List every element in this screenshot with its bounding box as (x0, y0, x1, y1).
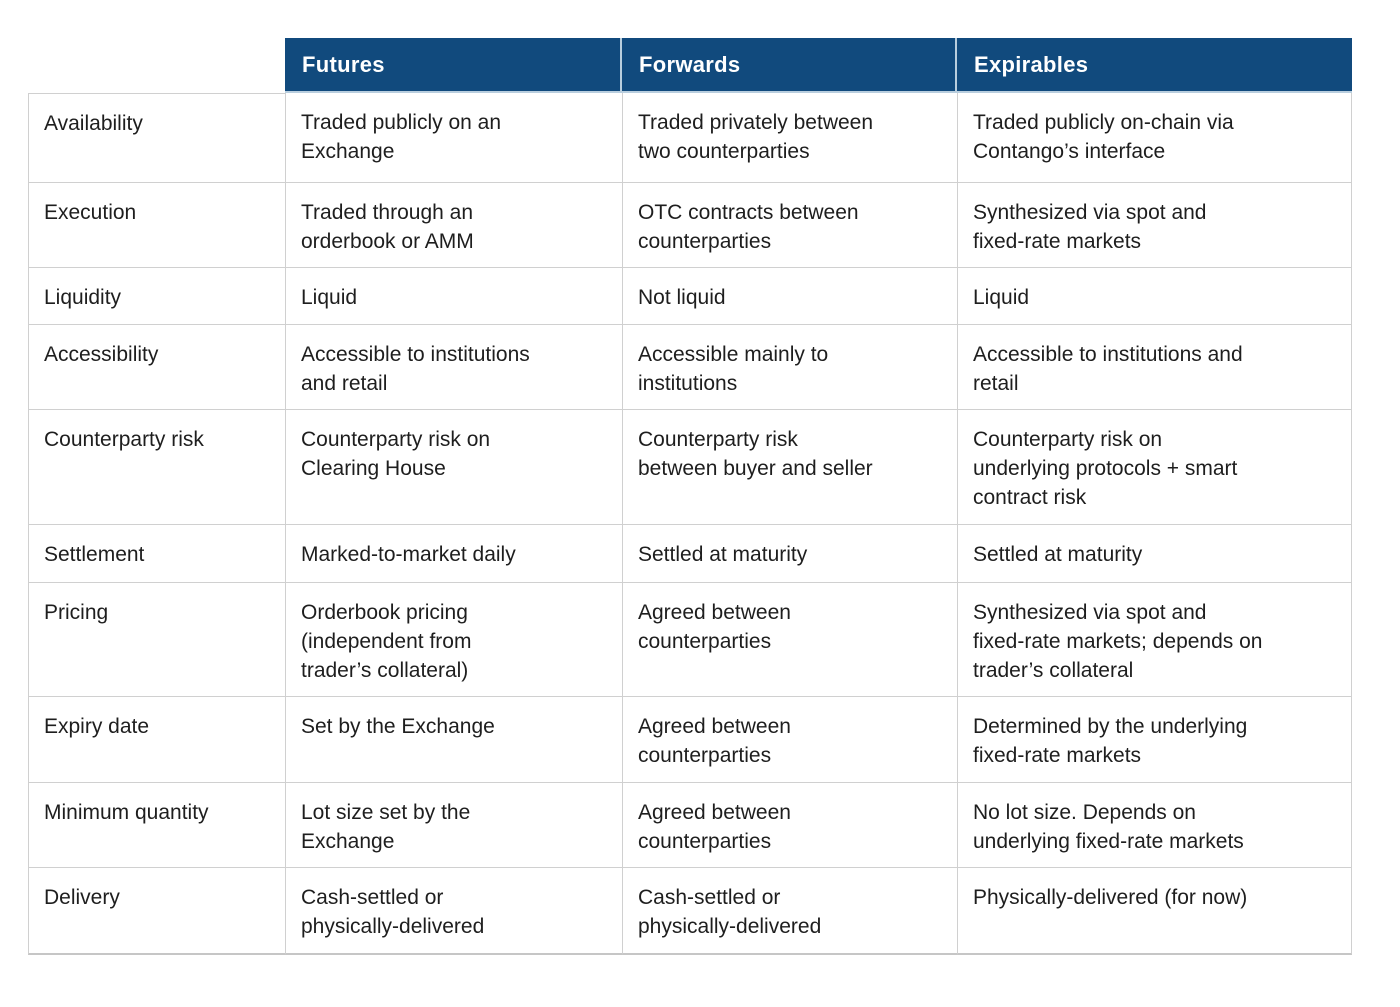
expirables-cell: Liquid (957, 268, 1352, 325)
futures-cell: Lot size set by the Exchange (285, 783, 622, 868)
forwards-cell: Traded privately between two counterpart… (622, 93, 957, 183)
futures-cell: Traded publicly on an Exchange (285, 93, 622, 183)
expirables-cell: Counterparty risk on underlying protocol… (957, 410, 1352, 525)
forwards-cell: Settled at maturity (622, 525, 957, 583)
futures-cell: Counterparty risk on Clearing House (285, 410, 622, 525)
row-label: Expiry date (28, 697, 285, 783)
forwards-cell: Agreed between counterparties (622, 783, 957, 868)
column-header-expirables: Expirables (957, 38, 1352, 93)
empty-header-cell (28, 38, 285, 93)
forwards-cell: Agreed between counterparties (622, 583, 957, 697)
column-header-futures: Futures (285, 38, 622, 93)
expirables-cell: Settled at maturity (957, 525, 1352, 583)
futures-cell: Marked-to-market daily (285, 525, 622, 583)
futures-cell: Cash-settled or physically-delivered (285, 868, 622, 955)
expirables-cell: Traded publicly on-chain via Contango’s … (957, 93, 1352, 183)
expirables-cell: Synthesized via spot and fixed-rate mark… (957, 583, 1352, 697)
forwards-cell: Not liquid (622, 268, 957, 325)
forwards-cell: Cash-settled or physically-delivered (622, 868, 957, 955)
row-label: Settlement (28, 525, 285, 583)
row-label: Counterparty risk (28, 410, 285, 525)
expirables-cell: No lot size. Depends on underlying fixed… (957, 783, 1352, 868)
expirables-cell: Synthesized via spot and fixed-rate mark… (957, 183, 1352, 268)
row-label: Minimum quantity (28, 783, 285, 868)
row-label: Availability (28, 93, 285, 183)
expirables-cell: Physically-delivered (for now) (957, 868, 1352, 955)
futures-cell: Accessible to institutions and retail (285, 325, 622, 410)
derivatives-comparison-table: Futures Forwards Expirables Availability… (28, 38, 1352, 955)
futures-cell: Liquid (285, 268, 622, 325)
row-label: Liquidity (28, 268, 285, 325)
row-label: Delivery (28, 868, 285, 955)
column-header-forwards: Forwards (622, 38, 957, 93)
row-label: Pricing (28, 583, 285, 697)
futures-cell: Set by the Exchange (285, 697, 622, 783)
forwards-cell: Counterparty risk between buyer and sell… (622, 410, 957, 525)
forwards-cell: OTC contracts between counterparties (622, 183, 957, 268)
expirables-cell: Accessible to institutions and retail (957, 325, 1352, 410)
futures-cell: Traded through an orderbook or AMM (285, 183, 622, 268)
row-label: Accessibility (28, 325, 285, 410)
expirables-cell: Determined by the underlying fixed-rate … (957, 697, 1352, 783)
row-label: Execution (28, 183, 285, 268)
forwards-cell: Accessible mainly to institutions (622, 325, 957, 410)
futures-cell: Orderbook pricing (independent from trad… (285, 583, 622, 697)
forwards-cell: Agreed between counterparties (622, 697, 957, 783)
